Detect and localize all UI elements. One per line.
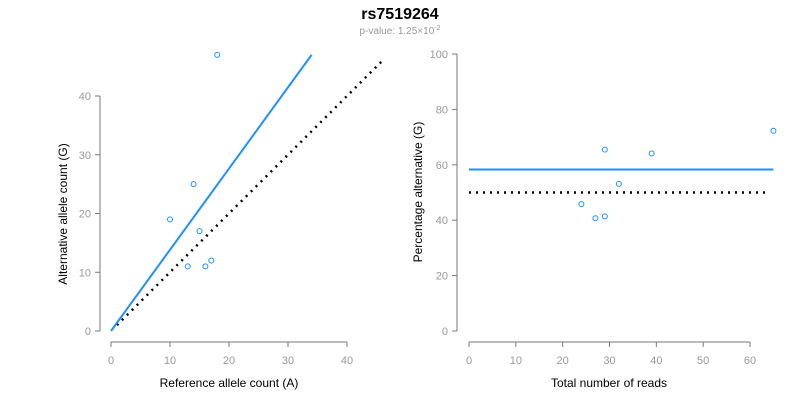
data-point (202, 263, 209, 270)
data-point (615, 180, 622, 187)
y-tick-label: 60 (436, 160, 448, 172)
data-point (601, 213, 608, 220)
x-tick-label: 10 (510, 355, 522, 367)
x-axis-title: Total number of reads (551, 376, 667, 390)
x-axis-title: Reference allele count (A) (160, 376, 299, 390)
allele-count-panel: 0 10 20 30 40 0 10 20 30 40 Reference allele count… (56, 51, 384, 390)
y-tick-label: 0 (442, 326, 448, 338)
y-tick-label: 40 (79, 91, 91, 103)
x-tick-label: 10 (164, 355, 176, 367)
y-tick-label: 10 (79, 267, 91, 279)
x-tick-label: 40 (341, 355, 353, 367)
x-tick-label: 30 (603, 355, 615, 367)
p-value-text: p-value: 1.25×10 (359, 26, 434, 37)
y-axis-title: Percentage alternative (G) (411, 122, 425, 263)
x-tick-label: 50 (697, 355, 709, 367)
x-tick-label: 30 (282, 355, 294, 367)
x-tick-label: 60 (744, 355, 756, 367)
data-point (648, 150, 655, 157)
p-value-exponent: -2 (434, 25, 440, 32)
x-tick-label: 0 (108, 355, 114, 367)
data-point (184, 263, 191, 270)
data-point (196, 228, 203, 235)
data-point (770, 127, 777, 134)
y-tick-label: 40 (436, 215, 448, 227)
chart-subtitle: p-value: 1.25×10-2 (359, 25, 440, 37)
y-axis-title: Alternative allele count (G) (56, 143, 70, 284)
x-tick-label: 20 (223, 355, 235, 367)
y-tick-label: 20 (79, 209, 91, 221)
fit-line (110, 54, 313, 332)
percentage-panel: 0 20 40 60 80 100 0 10 20 30 40 50 60 Total number of… (411, 49, 777, 390)
data-point (592, 215, 599, 222)
y-tick-label: 100 (430, 49, 448, 61)
data-point (601, 146, 608, 153)
y-tick-label: 20 (436, 271, 448, 283)
x-tick-label: 40 (650, 355, 662, 367)
y-tick-label: 0 (85, 326, 91, 338)
x-tick-label: 0 (466, 355, 472, 367)
reference-line (116, 59, 384, 327)
data-point (190, 181, 197, 188)
data-point (167, 216, 173, 223)
y-tick-label: 30 (79, 150, 91, 162)
data-point (578, 201, 585, 208)
x-tick-label: 20 (557, 355, 569, 367)
y-tick-label: 80 (436, 104, 448, 116)
chart-title: rs7519264 (361, 6, 439, 23)
data-point (214, 51, 221, 58)
data-point (208, 257, 215, 264)
